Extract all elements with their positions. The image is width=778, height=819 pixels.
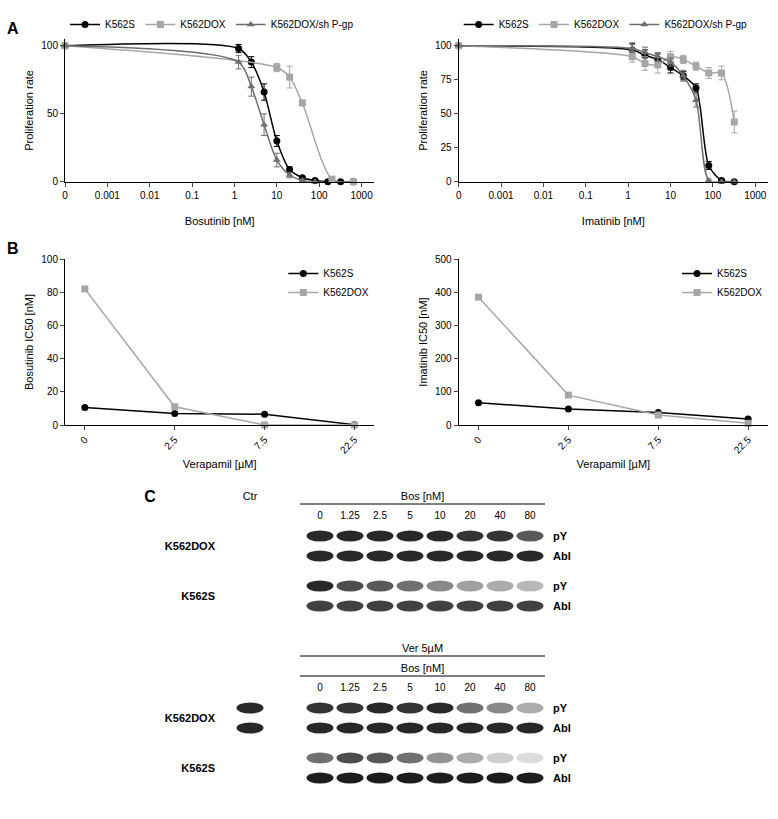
svg-text:Abl: Abl	[553, 722, 571, 734]
svg-text:Imatinib IC50 [nM]: Imatinib IC50 [nM]	[417, 297, 429, 386]
svg-text:0.001: 0.001	[489, 190, 514, 201]
svg-text:K562DOX/sh P-gp: K562DOX/sh P-gp	[664, 19, 747, 30]
svg-text:Verapamil [µM]: Verapamil [µM]	[577, 458, 651, 470]
svg-text:K562DOX: K562DOX	[165, 540, 216, 552]
svg-text:K562S: K562S	[105, 19, 135, 30]
svg-text:K562S: K562S	[499, 19, 529, 30]
svg-text:10: 10	[434, 682, 446, 693]
svg-text:0.001: 0.001	[95, 190, 120, 201]
svg-text:K562DOX/sh P-gp: K562DOX/sh P-gp	[271, 19, 354, 30]
svg-text:0: 0	[78, 434, 90, 446]
svg-text:10: 10	[665, 190, 677, 201]
svg-text:5: 5	[407, 510, 413, 521]
svg-text:K562S: K562S	[323, 268, 353, 279]
svg-text:40: 40	[47, 353, 59, 364]
svg-text:K562S: K562S	[181, 590, 215, 602]
svg-text:25: 25	[441, 142, 453, 153]
svg-text:Bos [nM]: Bos [nM]	[401, 662, 444, 674]
svg-text:Abl: Abl	[553, 600, 571, 612]
svg-text:Bosutinib [nM]: Bosutinib [nM]	[185, 215, 255, 227]
svg-text:1: 1	[232, 190, 238, 201]
svg-text:7.5: 7.5	[252, 434, 270, 452]
svg-text:75: 75	[441, 74, 453, 85]
svg-text:50: 50	[47, 108, 59, 119]
svg-text:7.5: 7.5	[646, 434, 664, 452]
svg-text:20: 20	[47, 386, 59, 397]
svg-text:Ver 5µM: Ver 5µM	[402, 642, 443, 654]
svg-text:80: 80	[47, 287, 59, 298]
svg-text:60: 60	[47, 320, 59, 331]
svg-text:40: 40	[494, 510, 506, 521]
svg-text:0: 0	[62, 190, 68, 201]
svg-text:0.1: 0.1	[185, 190, 199, 201]
svg-text:100: 100	[705, 190, 722, 201]
svg-text:100: 100	[435, 386, 452, 397]
svg-text:1: 1	[625, 190, 631, 201]
svg-text:0: 0	[317, 682, 323, 693]
svg-text:100: 100	[41, 40, 58, 51]
svg-text:A: A	[7, 20, 19, 37]
svg-text:80: 80	[524, 510, 536, 521]
svg-text:10: 10	[271, 190, 283, 201]
svg-text:Bos [nM]: Bos [nM]	[401, 490, 444, 502]
svg-text:300: 300	[435, 320, 452, 331]
svg-text:2.5: 2.5	[373, 510, 387, 521]
svg-text:200: 200	[435, 353, 452, 364]
svg-text:K562S: K562S	[181, 762, 215, 774]
svg-text:Abl: Abl	[553, 550, 571, 562]
svg-text:100: 100	[311, 190, 328, 201]
svg-text:500: 500	[435, 254, 452, 265]
svg-text:50: 50	[441, 108, 453, 119]
svg-text:0: 0	[456, 190, 462, 201]
svg-text:pY: pY	[553, 702, 568, 714]
svg-text:0: 0	[52, 420, 58, 431]
svg-text:Imatinib [nM]: Imatinib [nM]	[582, 215, 645, 227]
svg-text:K562DOX: K562DOX	[323, 287, 368, 298]
svg-text:20: 20	[464, 682, 476, 693]
svg-text:pY: pY	[553, 580, 568, 592]
svg-text:pY: pY	[553, 752, 568, 764]
svg-text:2.5: 2.5	[373, 682, 387, 693]
svg-text:1000: 1000	[350, 190, 373, 201]
svg-text:100: 100	[435, 40, 452, 51]
svg-text:C: C	[144, 488, 156, 505]
svg-text:Ctr: Ctr	[243, 490, 258, 502]
svg-text:B: B	[7, 240, 19, 257]
svg-text:400: 400	[435, 287, 452, 298]
svg-text:0.1: 0.1	[579, 190, 593, 201]
svg-text:K562S: K562S	[717, 268, 747, 279]
svg-text:10: 10	[434, 510, 446, 521]
svg-text:pY: pY	[553, 530, 568, 542]
svg-text:22.5: 22.5	[338, 434, 360, 456]
svg-text:1000: 1000	[744, 190, 767, 201]
svg-text:0: 0	[446, 420, 452, 431]
svg-text:Abl: Abl	[553, 772, 571, 784]
svg-text:22.5: 22.5	[732, 434, 754, 456]
svg-text:2.5: 2.5	[556, 434, 574, 452]
svg-text:40: 40	[494, 682, 506, 693]
svg-text:0: 0	[472, 434, 484, 446]
svg-text:5: 5	[407, 682, 413, 693]
svg-text:1.25: 1.25	[340, 510, 360, 521]
svg-text:Proliferation rate: Proliferation rate	[417, 70, 429, 151]
svg-text:2.5: 2.5	[162, 434, 180, 452]
svg-text:Proliferation rate: Proliferation rate	[23, 70, 35, 151]
svg-text:K562DOX: K562DOX	[574, 19, 619, 30]
svg-text:K562DOX: K562DOX	[165, 712, 216, 724]
svg-text:0: 0	[52, 176, 58, 187]
svg-text:0: 0	[446, 176, 452, 187]
svg-text:0: 0	[317, 510, 323, 521]
svg-text:Verapamil [µM]: Verapamil [µM]	[183, 458, 257, 470]
svg-text:Bosutinib IC50 [nM]: Bosutinib IC50 [nM]	[23, 294, 35, 390]
svg-text:K562DOX: K562DOX	[717, 287, 762, 298]
svg-text:0.01: 0.01	[140, 190, 160, 201]
svg-text:20: 20	[464, 510, 476, 521]
svg-text:80: 80	[524, 682, 536, 693]
svg-text:1.25: 1.25	[340, 682, 360, 693]
svg-text:0.01: 0.01	[534, 190, 554, 201]
svg-text:100: 100	[41, 254, 58, 265]
svg-text:K562DOX: K562DOX	[180, 19, 225, 30]
